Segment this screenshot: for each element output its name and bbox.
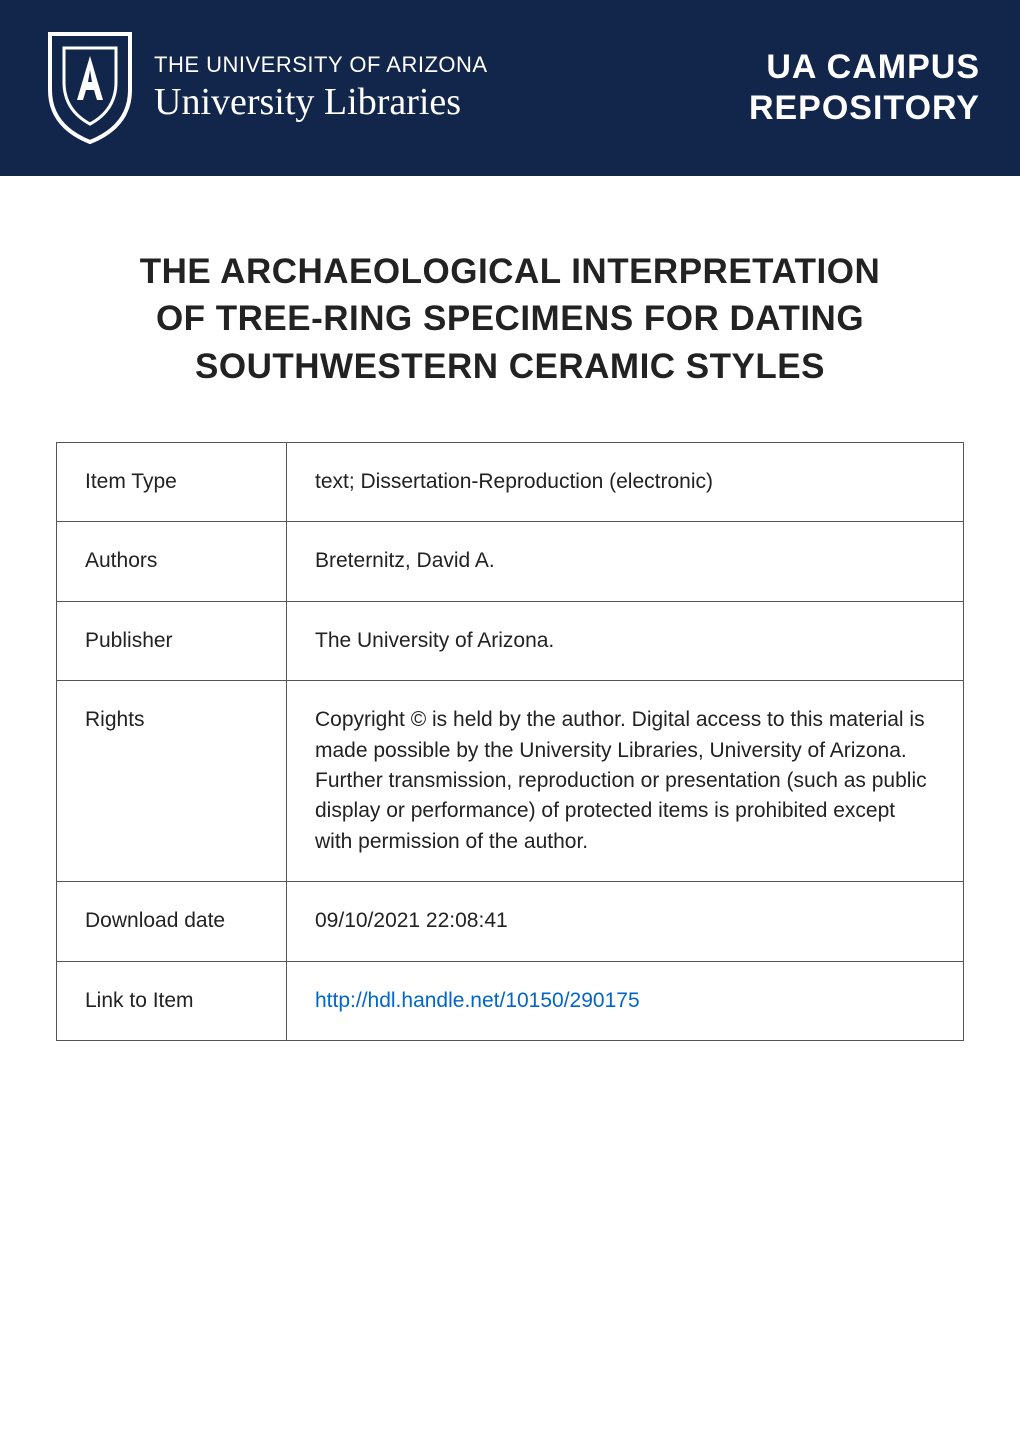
table-row: PublisherThe University of Arizona.	[57, 601, 964, 680]
banner-subtitle: THE UNIVERSITY OF ARIZONA	[154, 52, 488, 78]
title-line3: SOUTHWESTERN CERAMIC STYLES	[195, 347, 825, 386]
metadata-table: Item Typetext; Dissertation-Reproduction…	[56, 442, 964, 1041]
title-line2: OF TREE-RING SPECIMENS FOR DATING	[156, 299, 864, 338]
table-row: Download date09/10/2021 22:08:41	[57, 882, 964, 961]
table-row: AuthorsBreternitz, David A.	[57, 522, 964, 601]
banner-title: University Libraries	[154, 80, 488, 124]
table-row: RightsCopyright © is held by the author.…	[57, 681, 964, 882]
meta-value: http://hdl.handle.net/10150/290175	[287, 961, 964, 1040]
meta-value: text; Dissertation-Reproduction (electro…	[287, 442, 964, 521]
ua-shield-icon	[42, 30, 138, 146]
meta-key: Publisher	[57, 601, 287, 680]
page-title: THE ARCHAEOLOGICAL INTERPRETATION OF TRE…	[80, 248, 940, 390]
meta-key: Download date	[57, 882, 287, 961]
meta-key: Item Type	[57, 442, 287, 521]
table-row: Item Typetext; Dissertation-Reproduction…	[57, 442, 964, 521]
banner-right-line1: UA CAMPUS	[749, 48, 980, 87]
meta-key: Link to Item	[57, 961, 287, 1040]
title-line1: THE ARCHAEOLOGICAL INTERPRETATION	[140, 252, 880, 291]
ua-logo	[40, 28, 140, 148]
meta-value: The University of Arizona.	[287, 601, 964, 680]
meta-key: Rights	[57, 681, 287, 882]
banner-right: UA CAMPUS REPOSITORY	[749, 48, 980, 128]
banner-text-block: THE UNIVERSITY OF ARIZONA University Lib…	[154, 52, 488, 124]
meta-value: Copyright © is held by the author. Digit…	[287, 681, 964, 882]
banner-left: THE UNIVERSITY OF ARIZONA University Lib…	[40, 28, 488, 148]
meta-key: Authors	[57, 522, 287, 601]
meta-value: 09/10/2021 22:08:41	[287, 882, 964, 961]
table-row: Link to Item http://hdl.handle.net/10150/…	[57, 961, 964, 1040]
banner-right-line2: REPOSITORY	[749, 89, 980, 128]
title-block: THE ARCHAEOLOGICAL INTERPRETATION OF TRE…	[0, 176, 1020, 442]
item-link[interactable]: http://hdl.handle.net/10150/290175	[315, 989, 640, 1012]
page: THE UNIVERSITY OF ARIZONA University Lib…	[0, 0, 1020, 1442]
banner: THE UNIVERSITY OF ARIZONA University Lib…	[0, 0, 1020, 176]
meta-value: Breternitz, David A.	[287, 522, 964, 601]
